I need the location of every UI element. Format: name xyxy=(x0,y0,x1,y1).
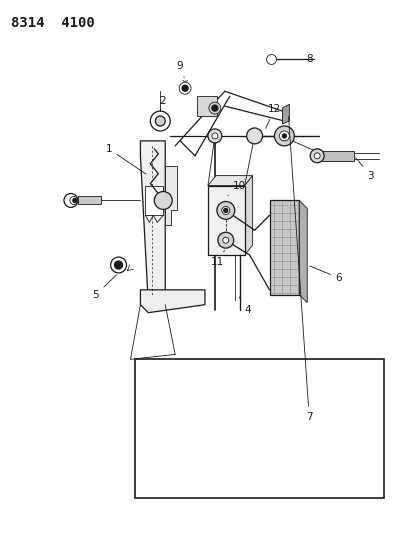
Text: 3: 3 xyxy=(356,158,374,181)
Text: 8314  4100: 8314 4100 xyxy=(11,16,95,30)
Circle shape xyxy=(154,191,172,209)
Circle shape xyxy=(217,201,235,220)
Circle shape xyxy=(209,102,221,114)
Circle shape xyxy=(212,105,218,111)
Polygon shape xyxy=(208,185,245,255)
Circle shape xyxy=(224,208,228,212)
Circle shape xyxy=(115,261,122,269)
Polygon shape xyxy=(140,290,205,313)
Polygon shape xyxy=(208,176,253,185)
Circle shape xyxy=(267,54,277,64)
Circle shape xyxy=(73,198,77,203)
Text: 10: 10 xyxy=(228,181,246,196)
Bar xyxy=(135,359,384,498)
Text: 11: 11 xyxy=(211,251,225,267)
Circle shape xyxy=(222,206,230,214)
Text: 9: 9 xyxy=(177,61,184,78)
Text: 7: 7 xyxy=(288,117,312,422)
Polygon shape xyxy=(145,185,163,215)
Polygon shape xyxy=(282,104,289,124)
Text: 12: 12 xyxy=(266,104,281,128)
Polygon shape xyxy=(269,200,299,295)
Circle shape xyxy=(182,85,188,91)
Circle shape xyxy=(179,82,191,94)
Text: 6: 6 xyxy=(310,266,342,283)
Circle shape xyxy=(279,131,289,141)
Text: 5: 5 xyxy=(93,275,117,300)
Polygon shape xyxy=(78,197,101,205)
Polygon shape xyxy=(197,96,217,116)
Text: 8: 8 xyxy=(299,54,312,64)
Circle shape xyxy=(275,126,294,146)
Circle shape xyxy=(212,133,218,139)
Circle shape xyxy=(155,116,165,126)
Text: 1: 1 xyxy=(105,144,146,174)
Circle shape xyxy=(282,134,286,138)
Text: 4: 4 xyxy=(239,297,251,314)
Circle shape xyxy=(314,153,320,159)
Circle shape xyxy=(70,197,78,205)
Circle shape xyxy=(247,128,263,144)
Polygon shape xyxy=(165,166,177,225)
Circle shape xyxy=(223,237,229,243)
Circle shape xyxy=(310,149,324,163)
Text: 2: 2 xyxy=(159,96,166,111)
Polygon shape xyxy=(245,176,253,255)
Circle shape xyxy=(208,129,222,143)
Polygon shape xyxy=(140,141,165,305)
Polygon shape xyxy=(319,151,354,161)
Circle shape xyxy=(218,232,234,248)
Polygon shape xyxy=(299,200,307,303)
